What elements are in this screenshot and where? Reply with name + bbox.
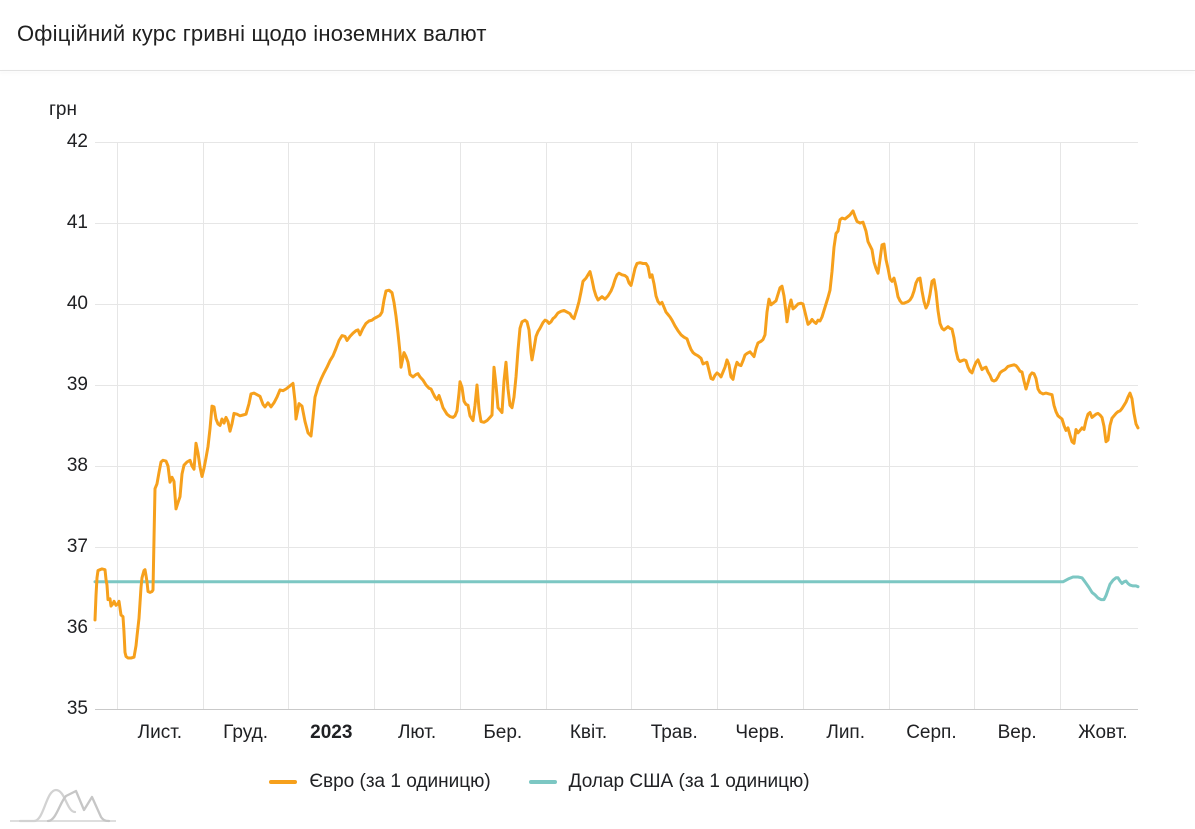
- y-tick-label: 41: [66, 212, 88, 233]
- y-tick-label: 37: [66, 536, 88, 557]
- y-tick-label: 42: [66, 131, 88, 152]
- legend-item-euro[interactable]: Євро (за 1 одиницю): [269, 771, 491, 793]
- usd-rate-line: [93, 575, 1140, 602]
- y-tick-label: 36: [66, 617, 88, 638]
- legend-label-usd: Долар США (за 1 одиницю): [568, 771, 810, 792]
- chart-watermark-logo: [10, 788, 116, 823]
- x-tick-label: Квіт.: [569, 722, 608, 743]
- x-tick-label: Трав.: [650, 722, 698, 743]
- x-tick-label: Бер.: [483, 722, 523, 743]
- y-axis-unit-label: грн: [49, 99, 77, 120]
- euro-rate-line: [93, 209, 1140, 660]
- x-tick-label: Лют.: [397, 722, 437, 743]
- euro-line-swatch-icon: [269, 780, 298, 784]
- legend-label-euro: Євро (за 1 одиницю): [309, 771, 491, 792]
- y-tick-label: 39: [66, 374, 88, 395]
- x-tick-label: Жовт.: [1078, 722, 1128, 743]
- legend-item-usd[interactable]: Долар США (за 1 одиницю): [528, 771, 810, 793]
- x-tick-label: Груд.: [223, 722, 268, 743]
- y-tick-label: 38: [66, 455, 88, 476]
- page-title: Офіційний курс гривні щодо іноземних вал…: [17, 21, 487, 46]
- usd-line-swatch-icon: [528, 780, 557, 784]
- x-tick-label: Вер.: [997, 722, 1037, 743]
- x-tick-label: Черв.: [735, 722, 785, 743]
- x-tick-label: 2023: [310, 722, 353, 743]
- header-divider: [0, 70, 1195, 71]
- y-tick-label: 40: [66, 293, 88, 314]
- legend: Євро (за 1 одиницю) Долар США (за 1 один…: [0, 771, 1137, 793]
- header: Офіційний курс гривні щодо іноземних вал…: [0, 0, 1195, 71]
- x-tick-label: Серп.: [906, 722, 957, 743]
- x-tick-label: Лип.: [826, 722, 865, 743]
- y-tick-label: 35: [66, 698, 88, 719]
- x-tick-label: Лист.: [137, 722, 183, 743]
